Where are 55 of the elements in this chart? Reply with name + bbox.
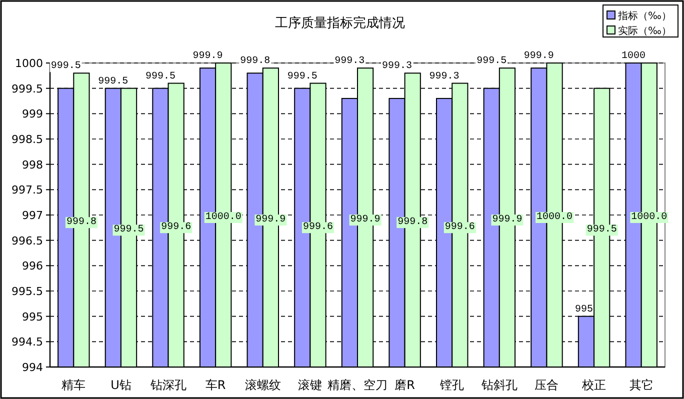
x-tick-label: 滚键	[298, 378, 322, 392]
y-tick-label: 995.5	[12, 285, 43, 298]
data-label: 999.9	[350, 214, 380, 226]
data-label: 999.5	[586, 224, 617, 236]
data-label: 999.9	[524, 51, 554, 62]
x-tick-label: 精磨、空刀	[328, 378, 388, 392]
y-tick-label: 995	[22, 310, 43, 324]
data-label: 999.8	[66, 217, 96, 228]
data-label: 1000.0	[536, 212, 573, 223]
data-label: 999.5	[287, 71, 318, 82]
data-label: 999.8	[398, 217, 428, 228]
data-label: 999.6	[444, 222, 475, 234]
y-tick-label: 999	[22, 108, 43, 121]
data-label: 999.3	[334, 56, 365, 68]
data-label: 999.8	[240, 56, 270, 68]
y-tick-label: 994	[22, 361, 43, 374]
data-label: 999.9	[492, 214, 522, 226]
y-tick-label: 996.5	[12, 234, 43, 248]
data-label: 999.3	[382, 61, 412, 72]
x-tick-label: 钻深孔	[149, 378, 186, 392]
data-label: 1000.0	[205, 212, 242, 223]
legend-label: 指标（‰）	[617, 10, 672, 22]
data-label: 999.6	[161, 222, 192, 234]
x-tick-label: 压合	[534, 378, 559, 392]
x-tick-label: 滚螺纹	[244, 378, 281, 392]
data-label: 999.5	[50, 61, 81, 72]
data-label: 999.5	[476, 56, 507, 68]
data-label: 999.5	[98, 76, 128, 88]
y-tick-label: 999.5	[12, 82, 43, 96]
y-tick-label: 998.5	[12, 133, 43, 146]
y-tick-label: 1000	[15, 57, 43, 70]
x-tick-label: 其它	[629, 378, 654, 392]
data-label: 999.9	[192, 51, 223, 62]
x-tick-label: 磨R	[394, 378, 415, 392]
data-label: 999.6	[302, 222, 334, 234]
x-tick-label: 校正	[581, 378, 606, 392]
data-label: 1000.0	[631, 212, 668, 223]
y-tick-label: 996	[22, 260, 43, 273]
data-label: 999.5	[145, 71, 176, 82]
data-label: 999.5	[114, 224, 144, 236]
y-tick-label: 997	[22, 209, 43, 222]
chart-title: 工序质量指标完成情况	[275, 15, 405, 31]
y-tick-label: 998	[22, 158, 43, 172]
x-tick-label: 精车	[62, 378, 86, 392]
data-label: 1000	[622, 51, 646, 62]
x-tick-label: 镗孔	[439, 378, 464, 392]
x-tick-label: 车R	[205, 378, 226, 392]
x-tick-label: U钻	[110, 378, 132, 392]
x-tick-label: 钻斜孔	[480, 378, 518, 392]
y-tick-label: 994.5	[12, 336, 43, 349]
data-label: 995	[575, 304, 594, 316]
y-tick-label: 997.5	[12, 184, 43, 197]
legend-label: 实际（‰）	[618, 25, 672, 37]
data-label: 999.9	[256, 214, 286, 226]
data-label: 999.3	[429, 71, 460, 82]
